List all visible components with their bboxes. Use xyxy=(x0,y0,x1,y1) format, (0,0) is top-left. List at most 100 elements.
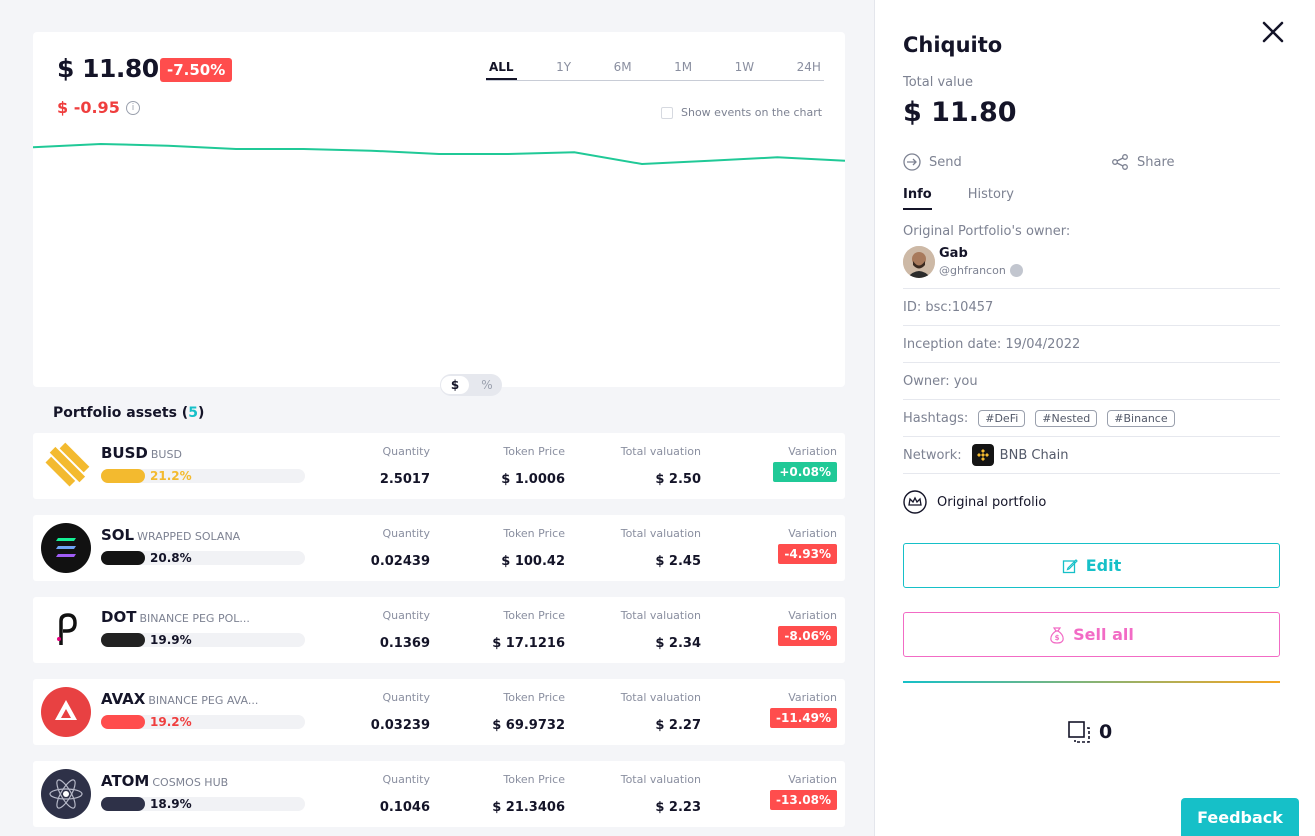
total-valuation-label: Total valuation xyxy=(620,609,701,622)
owner-handle[interactable]: @ghfrancon xyxy=(939,264,1023,277)
variation-label: Variation xyxy=(788,773,837,786)
hashtag-binance[interactable]: #Binance xyxy=(1107,409,1175,427)
asset-token-price: $ 17.1216 xyxy=(492,636,565,651)
asset-name: WRAPPED SOLANA xyxy=(137,530,241,543)
asset-quantity: 2.5017 xyxy=(379,472,430,487)
share-label: Share xyxy=(1137,154,1175,170)
change-absolute: $ -0.95 xyxy=(57,98,120,117)
hashtag-nested[interactable]: #Nested xyxy=(1035,409,1098,427)
unit-toggle[interactable]: $ % xyxy=(440,374,502,396)
asset-weight: 19.9% xyxy=(150,633,192,647)
variation-badge: -11.49% xyxy=(770,708,837,728)
total-value: $ 11.80 xyxy=(903,97,1017,128)
unit-dollar[interactable]: $ xyxy=(441,376,469,394)
inception-row: Inception date: 19/04/2022 xyxy=(903,325,1280,362)
asset-row[interactable]: BUSD BUSD 21.2% Quantity 2.5017 Token Price $ … xyxy=(33,433,845,499)
range-all[interactable]: ALL xyxy=(486,60,517,80)
range-6m[interactable]: 6M xyxy=(613,60,632,74)
asset-name: BINANCE PEG AVA... xyxy=(148,694,259,707)
variation-badge: +0.08% xyxy=(773,462,837,482)
sell-all-button[interactable]: $ Sell all xyxy=(903,612,1280,657)
asset-name: COSMOS HUB xyxy=(152,776,229,789)
token-price-label: Token Price xyxy=(503,445,565,458)
asset-weight: 18.9% xyxy=(150,797,192,811)
total-valuation-label: Total valuation xyxy=(620,527,701,540)
asset-quantity: 0.1369 xyxy=(379,636,430,651)
asset-row[interactable]: AVAX BINANCE PEG AVA... 19.2% Quantity 0.032… xyxy=(33,679,845,745)
asset-token-price: $ 21.3406 xyxy=(492,800,565,815)
hashtag-defi[interactable]: #DeFi xyxy=(978,409,1026,427)
asset-row[interactable]: DOT BINANCE PEG POL... 19.9% Quantity 0.1369… xyxy=(33,597,845,663)
asset-quantity: 0.1046 xyxy=(379,800,430,815)
weight-bar-track xyxy=(101,797,305,811)
send-button[interactable]: Send xyxy=(903,153,962,171)
asset-weight: 20.8% xyxy=(150,551,192,565)
owner-name[interactable]: Gab xyxy=(939,246,968,261)
range-selector: ALL 1Y 6M 1M 1W 24H xyxy=(486,60,824,81)
svg-text:$: $ xyxy=(1055,634,1060,642)
unit-percent[interactable]: % xyxy=(481,378,493,392)
asset-total-valuation: $ 2.50 xyxy=(655,472,701,487)
asset-name: BUSD xyxy=(150,448,182,461)
info-icon[interactable]: i xyxy=(126,101,140,115)
asset-quantity: 0.03239 xyxy=(370,718,430,733)
portfolio-detail-panel: Chiquito Total value $ 11.80 Send Share … xyxy=(874,0,1315,836)
portfolio-value: $ 11.80 xyxy=(57,54,159,83)
owner-label: Original Portfolio's owner: xyxy=(903,224,1071,239)
assets-title: Portfolio assets (5) xyxy=(53,405,205,421)
owner-row: Owner: you xyxy=(903,362,1280,399)
asset-total-valuation: $ 2.34 xyxy=(655,636,701,651)
close-icon[interactable] xyxy=(1259,18,1287,46)
variation-badge: -4.93% xyxy=(778,544,837,564)
divider xyxy=(903,681,1280,683)
asset-symbol: AVAX BINANCE PEG AVA... xyxy=(101,690,259,708)
show-events-checkbox[interactable] xyxy=(661,106,673,119)
share-icon xyxy=(1112,154,1128,170)
tab-history[interactable]: History xyxy=(967,187,1014,202)
twitter-icon[interactable] xyxy=(1009,264,1023,277)
range-1y[interactable]: 1Y xyxy=(556,60,572,74)
weight-bar-track xyxy=(101,551,305,565)
share-button[interactable]: Share xyxy=(1111,153,1175,171)
bnb-chain-icon xyxy=(971,444,994,466)
asset-row[interactable]: ATOM COSMOS HUB 18.9% Quantity 0.1046 Token P… xyxy=(33,761,845,827)
asset-total-valuation: $ 2.27 xyxy=(655,718,701,733)
asset-symbol: ATOM COSMOS HUB xyxy=(101,772,229,790)
assets-count: 5 xyxy=(188,405,198,421)
network-name: BNB Chain xyxy=(999,447,1069,463)
show-events-toggle[interactable]: Show events on the chart xyxy=(661,106,822,119)
variation-label: Variation xyxy=(788,691,837,704)
quantity-label: Quantity xyxy=(382,527,430,540)
asset-quantity: 0.02439 xyxy=(370,554,430,569)
weight-bar-fill xyxy=(101,797,145,811)
portfolio-name: Chiquito xyxy=(903,33,1003,57)
edit-button[interactable]: Edit xyxy=(903,543,1280,588)
feedback-button[interactable]: Feedback xyxy=(1181,798,1299,836)
quantity-label: Quantity xyxy=(382,691,430,704)
tab-info[interactable]: Info xyxy=(903,187,932,210)
weight-bar-fill xyxy=(101,715,145,729)
weight-bar-fill xyxy=(101,469,145,483)
sol-logo-icon xyxy=(41,523,91,573)
panel-tabs: Info History xyxy=(903,187,1014,210)
range-1w[interactable]: 1W xyxy=(734,60,755,74)
edit-icon xyxy=(1062,558,1078,573)
asset-symbol: DOT BINANCE PEG POL... xyxy=(101,608,250,626)
copies-counter: 0 xyxy=(1067,720,1112,744)
variation-label: Variation xyxy=(788,609,837,622)
asset-row[interactable]: SOL WRAPPED SOLANA 20.8% Quantity 0.02439 Tok… xyxy=(33,515,845,581)
range-24h[interactable]: 24H xyxy=(796,60,821,74)
dot-logo-icon xyxy=(41,605,91,655)
total-valuation-label: Total valuation xyxy=(620,773,701,786)
value-line-chart xyxy=(33,142,845,166)
weight-bar-track xyxy=(101,715,305,729)
send-label: Send xyxy=(929,154,962,170)
token-price-label: Token Price xyxy=(503,691,565,704)
variation-badge: -13.08% xyxy=(770,790,837,810)
token-price-label: Token Price xyxy=(503,773,565,786)
asset-token-price: $ 1.0006 xyxy=(501,472,565,487)
change-percent-badge: -7.50% xyxy=(160,58,233,82)
asset-symbol: BUSD BUSD xyxy=(101,444,182,462)
asset-name: BINANCE PEG POL... xyxy=(139,612,250,625)
range-1m[interactable]: 1M xyxy=(674,60,693,74)
